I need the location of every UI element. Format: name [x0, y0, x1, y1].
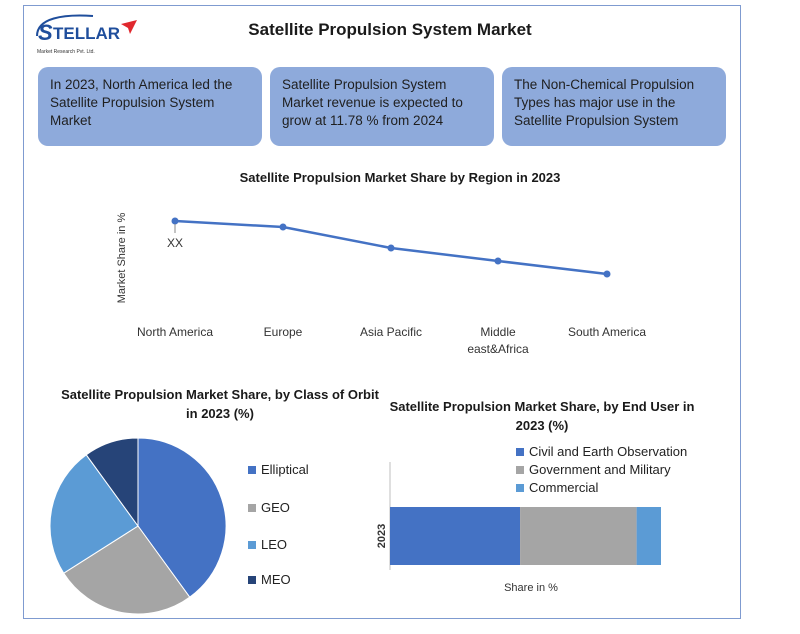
legend-label: MEO	[261, 572, 291, 587]
svg-text:S: S	[38, 20, 53, 45]
region-chart-title: Satellite Propulsion Market Share by Reg…	[239, 170, 561, 185]
legend-swatch	[516, 465, 524, 474]
legend-label: LEO	[261, 537, 288, 552]
legend-swatch	[248, 503, 256, 512]
legend-swatch	[248, 575, 256, 584]
legend-item-enduser: Commercial	[516, 480, 598, 495]
page-title: Satellite Propulsion System Market	[248, 20, 532, 39]
callout-region-leader: In 2023, North America led the Satellite…	[38, 67, 262, 146]
legend-label: Elliptical	[261, 462, 309, 477]
orbit-chart-title: Satellite Propulsion Market Share, by Cl…	[61, 387, 379, 421]
legend-swatch	[516, 483, 524, 492]
svg-text:TELLAR: TELLAR	[53, 24, 120, 43]
infographic-frame	[23, 5, 741, 619]
legend-label: Civil and Earth Observation	[529, 444, 688, 459]
stellar-logo: S TELLAR Market Research Pvt. Ltd.	[33, 10, 143, 56]
legend-item-geo: GEO	[248, 500, 290, 515]
legend-item-leo: LEO	[248, 537, 287, 552]
legend-item-elliptical: Elliptical	[248, 462, 309, 477]
legend-swatch	[248, 540, 256, 549]
legend-item-enduser: Government and Military	[516, 462, 671, 477]
legend-swatch	[248, 465, 256, 474]
legend-label: GEO	[261, 500, 290, 515]
legend-item-meo: MEO	[248, 572, 291, 587]
svg-text:Market Research Pvt. Ltd.: Market Research Pvt. Ltd.	[37, 49, 95, 55]
callout-propulsion-type: The Non-Chemical Propulsion Types has ma…	[502, 67, 726, 146]
legend-label: Government and Military	[529, 462, 671, 477]
enduser-chart-title: Satellite Propulsion Market Share, by En…	[389, 399, 695, 433]
callout-growth-rate: Satellite Propulsion System Market reven…	[270, 67, 494, 146]
legend-item-enduser: Civil and Earth Observation	[516, 444, 687, 459]
legend-label: Commercial	[529, 480, 599, 495]
legend-swatch	[516, 447, 524, 456]
